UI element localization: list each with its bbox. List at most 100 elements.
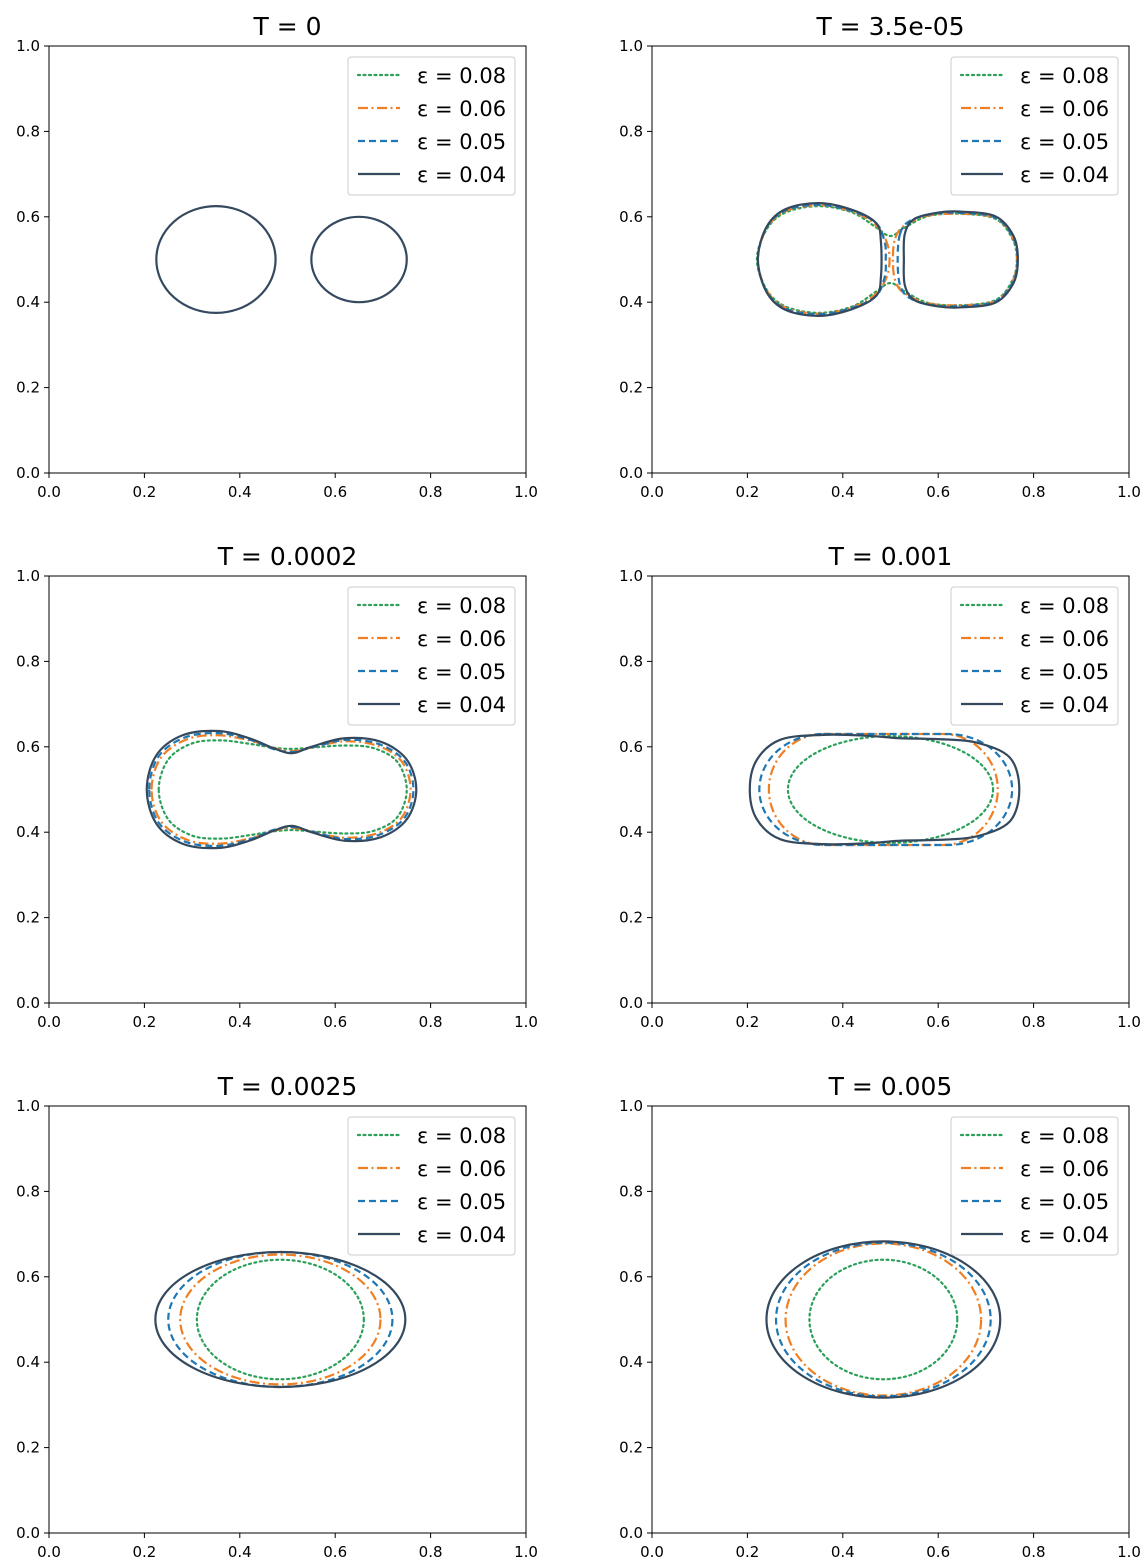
legend-label-eps-0.08: ε = 0.08 xyxy=(417,64,506,88)
x-tick-label: 0.8 xyxy=(419,483,443,501)
x-tick-label: 0.6 xyxy=(323,483,347,501)
panel-title: T = 0.0002 xyxy=(217,542,358,571)
x-tick-label: 0.4 xyxy=(228,1013,252,1031)
contour-eps-0.05 xyxy=(756,203,887,316)
x-tick-label: 0.4 xyxy=(228,1543,252,1561)
x-tick-label: 0.4 xyxy=(228,483,252,501)
x-tick-label: 0.2 xyxy=(735,483,759,501)
contour-eps-0.04 xyxy=(145,729,418,850)
plot-area xyxy=(145,729,418,850)
legend-box xyxy=(950,1116,1119,1256)
x-tick-label: 0.0 xyxy=(640,483,664,501)
panel-title: T = 0 xyxy=(252,12,321,41)
axes-frame xyxy=(651,575,1130,1004)
legend: ε = 0.08 ε = 0.06 ε = 0.05 ε = 0.04 xyxy=(347,586,516,726)
x-tick-label: 0.2 xyxy=(132,1543,156,1561)
legend-label-eps-0.05: ε = 0.05 xyxy=(1020,660,1109,684)
legend-label-eps-0.05: ε = 0.05 xyxy=(417,1190,506,1214)
legend-box xyxy=(950,586,1119,726)
legend-label-eps-0.04: ε = 0.04 xyxy=(1020,163,1109,187)
y-tick-label: 0.4 xyxy=(16,1353,40,1371)
legend: ε = 0.08 ε = 0.06 ε = 0.05 ε = 0.04 xyxy=(950,586,1119,726)
axes-frame xyxy=(651,45,1130,474)
legend-label-eps-0.06: ε = 0.06 xyxy=(417,627,506,651)
legend-label-eps-0.05: ε = 0.05 xyxy=(1020,130,1109,154)
y-tick-label: 0.2 xyxy=(16,1439,40,1457)
contour-eps-0.06 xyxy=(767,732,999,847)
legend-label-eps-0.05: ε = 0.05 xyxy=(417,660,506,684)
contour-eps-0.06 xyxy=(784,1242,983,1397)
x-tick-label: 1.0 xyxy=(1117,1543,1141,1561)
x-tick-label: 0.0 xyxy=(37,1543,61,1561)
y-tick-label: 0.2 xyxy=(619,1439,643,1457)
legend-label-eps-0.05: ε = 0.05 xyxy=(1020,1190,1109,1214)
panel-2: T = 3.5e-05 0.0 0.2 0.4 0.6 0.8 1.0 0.0 0.2 0.4 0.… xyxy=(619,12,1141,501)
axes-frame xyxy=(48,1105,527,1534)
panel-5: T = 0.0025 0.0 0.2 0.4 0.6 0.8 1.0 0.0 0.2 0.4 0.6… xyxy=(16,1072,538,1561)
legend-label-eps-0.06: ε = 0.06 xyxy=(417,97,506,121)
y-tick-label: 0.0 xyxy=(16,1524,40,1542)
legend-label-eps-0.04: ε = 0.04 xyxy=(417,163,506,187)
legend-box xyxy=(347,1116,516,1256)
legend: ε = 0.08 ε = 0.06 ε = 0.05 ε = 0.04 xyxy=(347,56,516,196)
contour-eps-0.04 xyxy=(765,1240,1002,1399)
legend: ε = 0.08 ε = 0.06 ε = 0.05 ε = 0.04 xyxy=(950,1116,1119,1256)
contour-eps-0.08 xyxy=(808,1258,959,1381)
legend-label-eps-0.06: ε = 0.06 xyxy=(1020,97,1109,121)
legend-label-eps-0.08: ε = 0.08 xyxy=(417,594,506,618)
plot-area xyxy=(748,732,1021,847)
contour-eps-0.06 xyxy=(891,212,1019,307)
legend-label-eps-0.06: ε = 0.06 xyxy=(1020,1157,1109,1181)
x-tick-label: 0.2 xyxy=(735,1543,759,1561)
plot-area xyxy=(155,205,408,314)
contour-eps-0.06 xyxy=(756,204,891,315)
y-tick-label: 0.8 xyxy=(619,1182,643,1200)
contour-eps-0.05 xyxy=(774,1241,992,1398)
x-tick-label: 0.4 xyxy=(831,483,855,501)
legend-label-eps-0.04: ε = 0.04 xyxy=(1020,693,1109,717)
y-tick-label: 1.0 xyxy=(619,1097,643,1115)
x-tick-label: 0.8 xyxy=(1022,1543,1046,1561)
x-tick-label: 0.2 xyxy=(132,1013,156,1031)
panel-title: T = 0.0025 xyxy=(217,1072,358,1101)
x-tick-label: 0.6 xyxy=(323,1543,347,1561)
legend-box xyxy=(347,586,516,726)
y-tick-label: 0.6 xyxy=(16,208,40,226)
contour-eps-0.04 xyxy=(310,215,408,304)
x-tick-label: 0.8 xyxy=(1022,483,1046,501)
y-tick-label: 0.2 xyxy=(619,379,643,397)
panel-title: T = 0.005 xyxy=(828,1072,953,1101)
contour-eps-0.08 xyxy=(195,1258,365,1381)
x-tick-label: 0.6 xyxy=(323,1013,347,1031)
legend-box xyxy=(950,56,1119,196)
x-tick-label: 1.0 xyxy=(1117,1013,1141,1031)
legend-label-eps-0.08: ε = 0.08 xyxy=(417,1124,506,1148)
legend: ε = 0.08 ε = 0.06 ε = 0.05 ε = 0.04 xyxy=(347,1116,516,1256)
contour-eps-0.04 xyxy=(748,733,1021,846)
y-tick-label: 0.4 xyxy=(619,293,643,311)
contour-eps-0.08 xyxy=(157,739,408,840)
legend: ε = 0.08 ε = 0.06 ε = 0.05 ε = 0.04 xyxy=(950,56,1119,196)
y-tick-label: 0.2 xyxy=(16,379,40,397)
y-tick-label: 0.6 xyxy=(619,1268,643,1286)
panel-3: T = 0.0002 0.0 0.2 0.4 0.6 0.8 1.0 0.0 0.2 0.4 0.6… xyxy=(16,542,538,1031)
x-tick-label: 0.0 xyxy=(37,483,61,501)
y-tick-label: 0.8 xyxy=(619,652,643,670)
panel-1: T = 0 0.0 0.2 0.4 0.6 0.8 1.0 0.0 0.2 0.4 0.6 0.8 1.… xyxy=(16,12,538,501)
x-tick-label: 0.4 xyxy=(831,1013,855,1031)
y-tick-label: 0.8 xyxy=(16,652,40,670)
x-tick-label: 1.0 xyxy=(514,1013,538,1031)
y-tick-label: 0.4 xyxy=(16,293,40,311)
contour-eps-0.05 xyxy=(896,211,1019,308)
y-tick-label: 0.8 xyxy=(16,122,40,140)
x-tick-label: 0.6 xyxy=(926,483,950,501)
legend-label-eps-0.08: ε = 0.08 xyxy=(1020,64,1109,88)
contour-eps-0.08 xyxy=(755,205,1019,314)
x-tick-label: 0.6 xyxy=(926,1543,950,1561)
x-tick-label: 0.8 xyxy=(1022,1013,1046,1031)
legend-label-eps-0.05: ε = 0.05 xyxy=(417,130,506,154)
x-tick-label: 0.0 xyxy=(37,1013,61,1031)
axes-frame xyxy=(48,45,527,474)
y-tick-label: 0.8 xyxy=(16,1182,40,1200)
y-tick-label: 1.0 xyxy=(16,567,40,585)
